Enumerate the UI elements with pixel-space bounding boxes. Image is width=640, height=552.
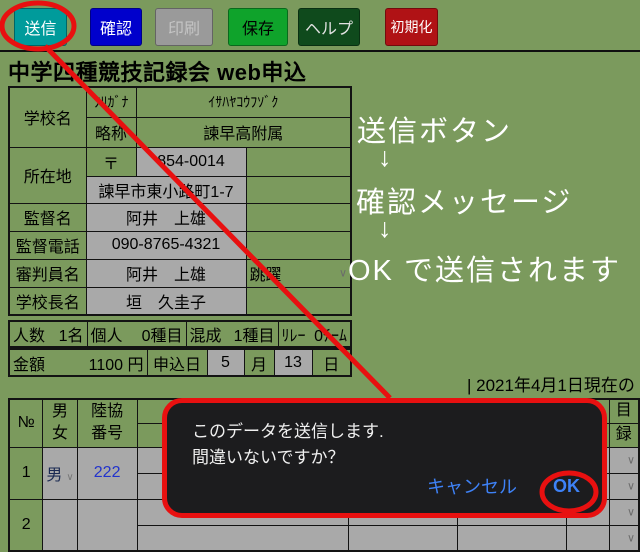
hidden-input-cell[interactable] (348, 524, 459, 552)
record-select[interactable]: ∨ (608, 472, 640, 500)
chevron-down-icon: ∨ (338, 267, 347, 280)
postal-mark: 〒 (85, 146, 137, 177)
assoc-header-bottom: 番号 (91, 425, 124, 443)
combined-count-cell: 混成 1種目 (185, 320, 279, 348)
help-button[interactable]: ヘルプ (298, 8, 360, 46)
cancel-button[interactable]: キャンセル (427, 477, 517, 497)
fee-label: 金額 (13, 356, 46, 374)
hidden-input-cell[interactable] (136, 524, 350, 552)
record-select[interactable]: ∨ (608, 524, 640, 552)
no-column-header: № (8, 398, 44, 448)
event-select[interactable]: ∨ (608, 498, 640, 526)
ok-button[interactable]: OK (553, 475, 580, 496)
assoc-number-column-header: 陸協 番号 (76, 398, 138, 448)
dialog-actions: キャンセル OK (427, 473, 580, 499)
school-info-table: 学校名 ﾌﾘｶﾞﾅ ｲｻﾊﾔｺｳﾌｿﾞｸ 略称 諫早高附属 所在地 〒 854-… (8, 86, 352, 316)
fee-table: 金額 1100 円 申込日 5 月 13 日 (8, 348, 352, 377)
assoc-number-field[interactable]: 222 (76, 446, 138, 500)
gender-value: 男 (46, 467, 63, 484)
print-button[interactable]: 印刷 (155, 8, 213, 46)
record-column-header: 録 (608, 422, 640, 448)
individual-count-cell: 個人 0種目 (86, 320, 187, 348)
dialog-message-line2: 間違いないですか？ (192, 448, 345, 467)
toolbar-divider (0, 50, 640, 52)
gender-column-header: 男 女 (42, 398, 78, 448)
hidden-input-cell[interactable] (457, 524, 567, 552)
judge-label: 審判員名 (8, 258, 87, 288)
judge-field[interactable]: 阿井 上雄 (85, 258, 247, 288)
individual-label: 個人 (90, 328, 123, 345)
page-title: 中学四種競技記録会 web申込 (8, 60, 307, 85)
abbreviation-label: 略称 (85, 116, 137, 148)
combined-value: 1種目 (233, 328, 275, 345)
hidden-input-cell[interactable] (565, 524, 610, 552)
combined-label: 混成 (189, 328, 222, 345)
gender-select[interactable]: 男 ∨ (42, 446, 78, 500)
address-empty-cell (245, 175, 352, 204)
school-name-label: 学校名 (8, 86, 87, 148)
initialize-button[interactable]: 初期化 (385, 8, 438, 46)
event-select[interactable]: ∨ (608, 446, 640, 474)
director-field[interactable]: 阿井 上雄 (85, 202, 247, 232)
director-empty-cell (245, 202, 352, 232)
apply-month-field[interactable]: 5 (206, 348, 245, 377)
fee-amount-cell: 金額 1100 円 (8, 348, 148, 377)
individual-value: 0種目 (141, 328, 183, 345)
gender-select[interactable] (42, 498, 78, 552)
chevron-down-icon: ∨ (626, 532, 635, 545)
principal-field[interactable]: 垣 久圭子 (85, 286, 247, 316)
dialog-message-line1: このデータを送信します. (192, 422, 384, 441)
month-label: 月 (243, 348, 275, 377)
people-label: 人数 (13, 328, 46, 345)
chevron-down-icon: ∨ (626, 454, 635, 467)
chevron-down-icon: ∨ (66, 472, 74, 483)
down-arrow-icon: ↓ (378, 213, 394, 243)
director-label: 監督名 (8, 202, 87, 232)
abbreviation-value[interactable]: 諫早高附属 (135, 116, 352, 148)
apply-day-field[interactable]: 13 (273, 348, 313, 377)
event-column-header: 目 (608, 398, 640, 424)
judge-category-value: 跳躍 (249, 267, 282, 284)
people-count-cell: 人数 1名 (8, 320, 88, 348)
phone-empty-cell (245, 230, 352, 260)
relay-count-cell: ﾘﾚｰ 0ﾁｰﾑ (277, 320, 352, 348)
director-phone-field[interactable]: 090-8765-4321 (85, 230, 247, 260)
send-button[interactable]: 送信 (14, 8, 67, 46)
postal-code-field[interactable]: 854-0014 (135, 146, 247, 177)
relay-label: ﾘﾚｰ (281, 328, 306, 345)
assoc-number-field[interactable] (76, 498, 138, 552)
save-button[interactable]: 保存 (228, 8, 288, 46)
principal-empty-cell (245, 286, 352, 316)
confirmation-dialog: このデータを送信します. 間違いないですか？ キャンセル OK (162, 398, 607, 518)
row-number: 1 (8, 446, 44, 500)
counts-table: 人数 1名 個人 0種目 混成 1種目 ﾘﾚｰ 0ﾁｰﾑ (8, 320, 352, 348)
principal-label: 学校長名 (8, 286, 87, 316)
relay-value: 0ﾁｰﾑ (314, 328, 347, 345)
fee-value: 1100 円 (88, 356, 144, 374)
dialog-message: このデータを送信します. 間違いないですか？ (192, 419, 384, 471)
furigana-label: ﾌﾘｶﾞﾅ (85, 86, 137, 118)
row-number: 2 (8, 498, 44, 552)
furigana-value[interactable]: ｲｻﾊﾔｺｳﾌｿﾞｸ (135, 86, 352, 118)
down-arrow-icon: ↓ (378, 142, 394, 172)
confirm-button[interactable]: 確認 (90, 8, 142, 46)
chevron-down-icon: ∨ (626, 480, 635, 493)
judge-category-select[interactable]: 跳躍 ∨ (245, 258, 352, 288)
chevron-down-icon: ∨ (626, 506, 635, 519)
postal-empty-cell (245, 146, 352, 177)
apply-date-label: 申込日 (146, 348, 208, 377)
director-phone-label: 監督電話 (8, 230, 87, 260)
annotation-step3: OK で送信されます (348, 255, 621, 287)
gender-header-bottom: 女 (52, 425, 69, 443)
people-value: 1名 (58, 328, 84, 345)
address-label: 所在地 (8, 146, 87, 204)
address-field[interactable]: 諫早市東小路町1-7 (85, 175, 247, 204)
gender-header-top: 男 (52, 403, 69, 421)
day-label: 日 (311, 348, 352, 377)
assoc-header-top: 陸協 (91, 403, 124, 421)
